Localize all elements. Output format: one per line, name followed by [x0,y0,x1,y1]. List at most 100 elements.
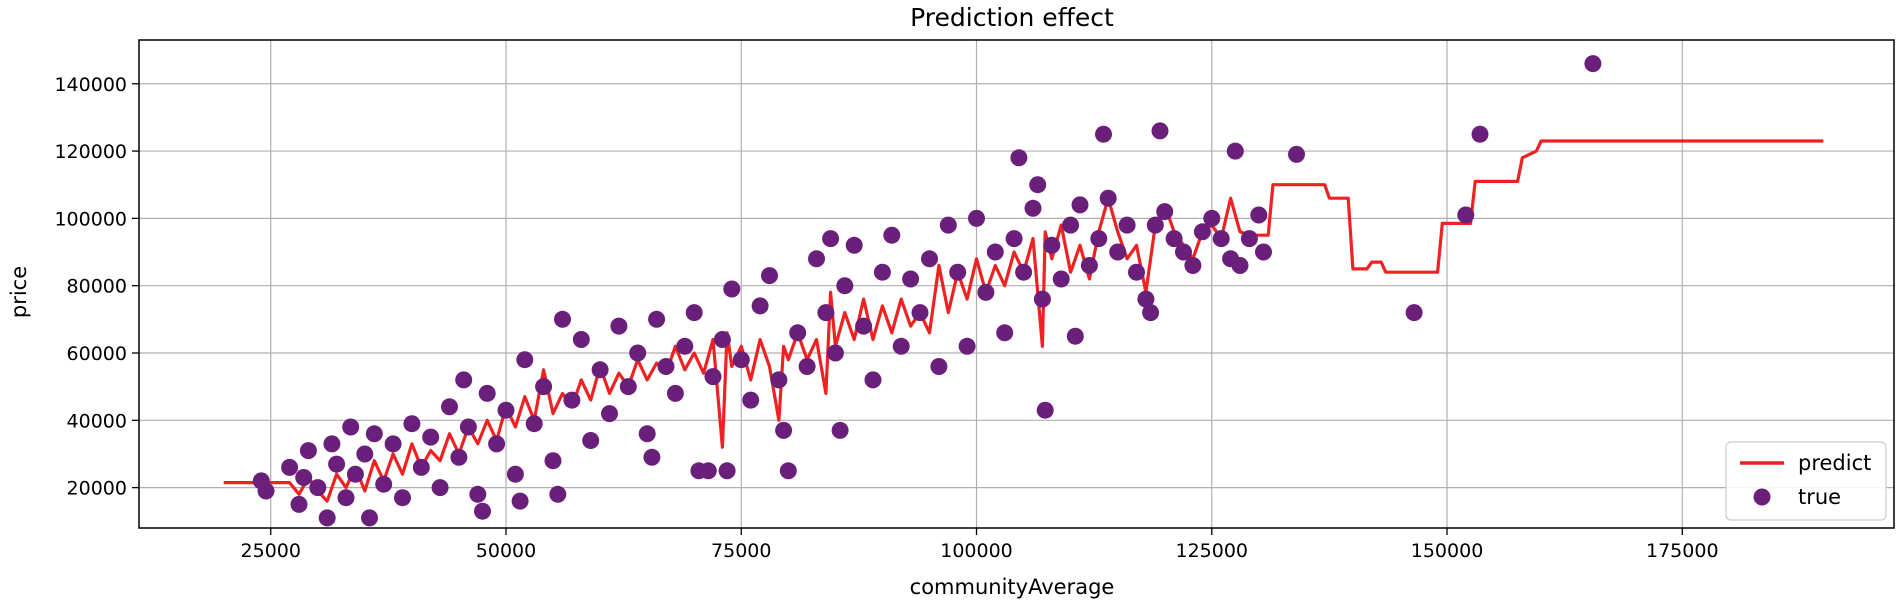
y-tick-label: 140000 [54,74,127,96]
true-point [657,358,675,375]
legend-true-swatch [1753,488,1771,506]
y-tick-label: 80000 [67,276,127,298]
true-point [337,489,355,507]
true-point [290,495,308,513]
true-point [488,435,506,453]
true-point [1175,243,1192,261]
true-point [450,448,468,466]
true-point [718,462,736,480]
predict-line [223,139,1824,503]
true-point [422,428,440,446]
true-point [864,371,882,389]
true-point [930,358,948,375]
true-point [1015,263,1033,281]
true-point [1029,176,1047,194]
true-point [441,398,458,416]
true-point [1212,230,1230,248]
true-point [1043,236,1061,254]
true-point [911,304,929,322]
true-point [1010,149,1028,167]
true-point [826,344,844,362]
true-point [648,310,666,328]
true-point [808,250,825,268]
true-point [299,442,317,460]
true-point [295,469,313,486]
y-tick-label: 100000 [54,208,127,230]
true-point [309,479,327,497]
true-point [1142,304,1160,322]
true-point [685,304,703,322]
true-series [252,55,1602,527]
true-point [455,371,473,389]
x-tick-label: 75000 [711,540,771,562]
plot-area-frame [138,39,1895,529]
true-point [798,358,816,375]
true-point [582,432,600,449]
true-point [770,371,788,389]
true-point [1471,125,1489,143]
true-point [1584,55,1602,73]
x-tick-label: 125000 [1175,540,1248,562]
true-point [1405,304,1423,322]
true-point [732,351,750,369]
true-point [986,243,1004,261]
true-point [883,226,901,244]
true-point [394,489,411,507]
true-point [1165,230,1183,248]
true-point [356,445,374,463]
true-point [855,317,873,335]
true-point [831,421,849,439]
true-point [1231,257,1249,274]
true-point [1005,230,1023,248]
true-point [535,378,553,396]
true-point [921,250,938,268]
true-point [638,425,656,443]
true-point [365,425,383,443]
true-point [817,304,835,322]
true-point [1288,145,1305,163]
true-point [601,405,618,423]
y-tick-label: 120000 [54,141,127,163]
x-tick-label: 25000 [241,540,301,562]
y-tick-label: 60000 [67,343,127,365]
y-ticks: 20000 40000 60000 80000 100000 120000 140000 [54,74,139,500]
true-point [629,344,647,362]
x-ticks: 25000 50000 75000 100000 125000 150000 175000 [241,528,1719,562]
true-point [723,280,741,298]
true-point [544,452,562,470]
true-point [375,475,393,493]
true-point [977,283,995,301]
true-point [469,485,487,503]
true-point [257,482,275,500]
true-point [1109,243,1127,261]
x-tick-label: 175000 [1646,540,1719,562]
true-point [1071,196,1089,214]
true-point [563,391,581,409]
true-point [996,324,1014,342]
legend: predict true [1725,441,1887,521]
true-point [1036,401,1054,419]
true-point [902,270,920,288]
true-point [1062,216,1080,234]
true-point [822,230,840,248]
true-point [949,263,967,281]
true-point [789,324,807,342]
true-point [1128,263,1145,281]
true-point [958,337,976,355]
true-point [676,337,694,355]
true-point [939,216,957,234]
true-point [1052,270,1070,288]
true-point [845,236,863,254]
true-point [431,479,449,497]
x-tick-label: 100000 [940,540,1013,562]
true-point [403,415,421,433]
grid [139,40,1894,528]
true-point [346,465,364,483]
true-point [318,509,336,527]
true-point [761,267,778,285]
true-point [1203,209,1221,227]
true-point [873,263,891,281]
y-axis-label: price [7,266,31,318]
true-point [412,458,430,476]
